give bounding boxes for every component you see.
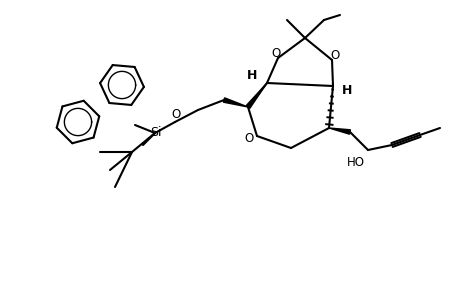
Polygon shape xyxy=(223,98,247,107)
Text: O: O xyxy=(330,49,339,62)
Polygon shape xyxy=(246,83,266,108)
Text: Si: Si xyxy=(150,125,162,139)
Polygon shape xyxy=(328,128,350,134)
Text: H: H xyxy=(341,83,352,97)
Text: HO: HO xyxy=(346,155,364,169)
Text: O: O xyxy=(171,107,180,121)
Text: O: O xyxy=(244,131,253,145)
Text: O: O xyxy=(271,46,280,59)
Text: H: H xyxy=(246,68,257,82)
